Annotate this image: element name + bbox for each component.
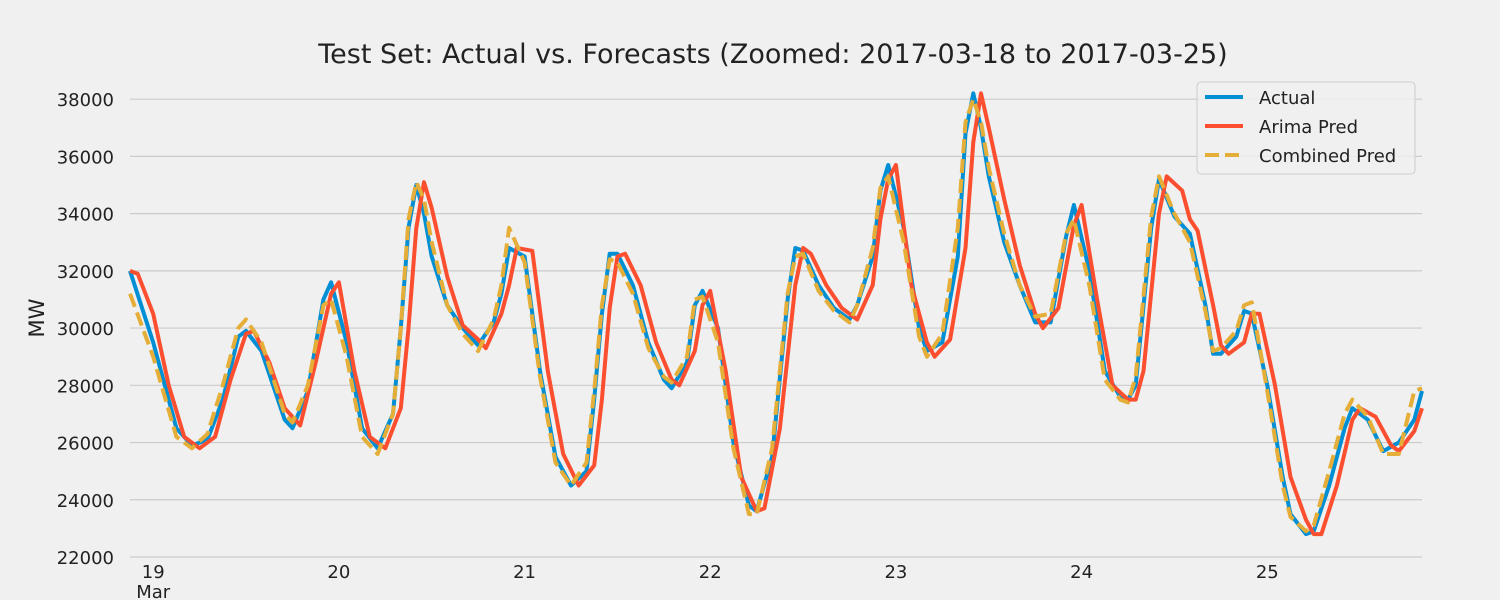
series-line-arima-pred xyxy=(129,91,1424,537)
y-tick-labels: 22000 24000 26000 28000 30000 32000 34000 36000… xyxy=(57,90,114,569)
y-axis-label: MW xyxy=(25,298,49,337)
series-line-combined-pred xyxy=(128,97,1423,534)
y-tick-label: 36000 xyxy=(57,147,114,168)
y-tick-label: 24000 xyxy=(57,491,114,512)
y-tick-label: 28000 xyxy=(57,376,114,397)
y-tick-label: 22000 xyxy=(57,548,114,569)
y-tick-label: 32000 xyxy=(57,262,114,283)
y-tick-label: 38000 xyxy=(57,90,114,111)
x-tick-label: 24 xyxy=(1070,562,1093,583)
y-tick-label: 30000 xyxy=(57,319,114,340)
x-tick-label: 20 xyxy=(327,562,350,583)
x-tick-label: 25 xyxy=(1256,562,1279,583)
legend-label: Arima Pred xyxy=(1259,117,1358,138)
x-month-label: Mar xyxy=(136,582,171,600)
series-lines xyxy=(128,91,1424,537)
x-tick-label: 22 xyxy=(699,562,722,583)
legend-label: Combined Pred xyxy=(1259,146,1396,167)
x-tick-label: 23 xyxy=(884,562,907,583)
x-tick-label: 21 xyxy=(513,562,536,583)
y-tick-label: 26000 xyxy=(57,434,114,455)
x-tick-label: 19 xyxy=(142,562,165,583)
legend: Actual Arima Pred Combined Pred xyxy=(1196,81,1416,175)
legend-label: Actual xyxy=(1259,88,1315,109)
legend-frame xyxy=(1196,81,1416,175)
y-tick-label: 34000 xyxy=(57,205,114,226)
chart-title: Test Set: Actual vs. Forecasts (Zoomed: … xyxy=(317,39,1227,70)
